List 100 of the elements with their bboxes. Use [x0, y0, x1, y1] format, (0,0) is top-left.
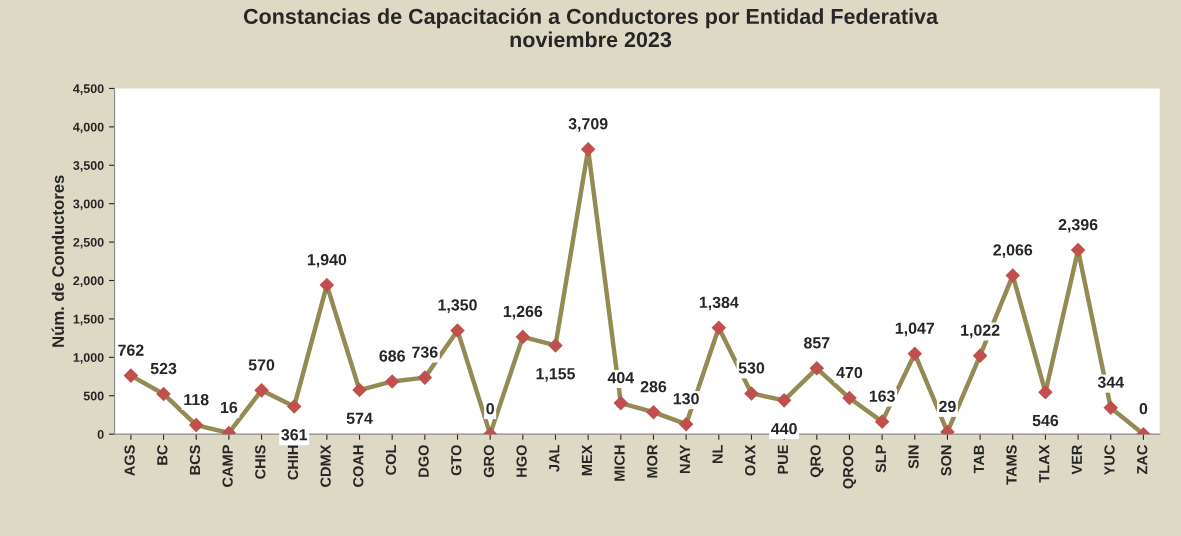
text: 736: [412, 346, 438, 358]
y-tick-label: 1,000: [73, 353, 104, 364]
x-tick-label: JAL: [549, 445, 560, 472]
x-tick-label: CDMX: [320, 444, 331, 487]
x-tick-label: MICH: [614, 445, 625, 481]
x-tick-label: BCS: [189, 445, 201, 475]
point: [548, 338, 563, 353]
text: 1,155: [536, 368, 576, 382]
x-tick-label: TAB: [973, 445, 984, 474]
text: 16: [221, 401, 238, 414]
text: 1,047: [895, 322, 935, 337]
text: 523: [150, 362, 177, 375]
text: 1,022: [961, 324, 1000, 339]
y-tick-label: 0: [97, 429, 104, 439]
x-tick-label: CAMP: [222, 445, 233, 487]
text: 546: [1032, 414, 1059, 427]
point: [874, 414, 890, 429]
x-tick-label: QROO: [843, 445, 857, 489]
point: [319, 277, 335, 293]
x-tick-label: TLAX: [1039, 444, 1050, 483]
point: [417, 370, 433, 385]
x-tick-label: CHIS: [255, 445, 266, 479]
x-tick-label: TAMS: [1006, 445, 1017, 485]
text: 344: [1097, 376, 1124, 388]
text: 530: [738, 362, 765, 374]
x-tick-label: NL: [712, 445, 723, 464]
point: [352, 382, 367, 398]
y-tick-label: 2,000: [73, 276, 104, 287]
x-tick-label: PUE: [777, 445, 789, 474]
point: [842, 390, 857, 406]
point: [1103, 400, 1119, 416]
text: 29: [939, 400, 956, 413]
text: 570: [248, 359, 275, 371]
x-tick-label: CHIH: [287, 445, 299, 480]
x-tick-label: SLP: [875, 445, 887, 473]
y-tick-label: 3,500: [73, 161, 104, 172]
x-tick-label: YUC: [1104, 444, 1115, 476]
x-tick-label: QRO: [810, 445, 824, 478]
text: 286: [640, 381, 667, 393]
x-tick-label: VER: [1071, 444, 1082, 475]
text: 3,709: [568, 118, 608, 132]
text: 404: [607, 371, 635, 384]
x-tick-label: BC: [157, 444, 168, 465]
text: 686: [379, 350, 405, 362]
point: [1038, 384, 1053, 400]
x-tick-label: SON: [941, 445, 952, 476]
x-tick-label: DGO: [418, 445, 429, 477]
y-axis-title: Núm. de Conductores: [51, 175, 65, 347]
point: [678, 416, 694, 432]
text: 440: [771, 423, 797, 435]
x-tick-label: OAX: [745, 444, 756, 476]
point: [188, 417, 204, 433]
text: 1,384: [699, 296, 739, 311]
text: 470: [836, 366, 863, 379]
point: [123, 368, 139, 383]
x-tick-label: AGS: [124, 445, 135, 476]
text: 361: [281, 429, 308, 441]
y-tick-label: 4,500: [73, 84, 104, 95]
text: 2,066: [993, 244, 1033, 258]
text: 0: [486, 403, 494, 415]
x-tick-label: COL: [385, 445, 397, 475]
text: 0: [1139, 403, 1148, 415]
x-tick-label: NAY: [679, 444, 690, 474]
point: [580, 141, 596, 157]
point: [776, 393, 792, 408]
point: [515, 329, 531, 345]
point: [744, 386, 759, 401]
x-tick-label: COAH: [353, 445, 364, 487]
text: 1,350: [438, 299, 477, 313]
text: 2,396: [1058, 218, 1098, 233]
text: 1,266: [503, 305, 543, 320]
point: [613, 395, 629, 411]
x-tick-label: MEX: [581, 444, 592, 476]
point: [254, 383, 269, 398]
point: [156, 386, 171, 402]
point: [286, 399, 302, 414]
text: 857: [803, 337, 830, 349]
point: [384, 374, 400, 389]
point: [711, 320, 727, 336]
x-tick-label: GRO: [483, 445, 495, 478]
text: 130: [673, 393, 699, 405]
x-tick-label: SIN: [908, 445, 919, 469]
point: [972, 348, 988, 363]
point: [1070, 242, 1086, 258]
text: 163: [869, 390, 895, 402]
x-tick-label: GTO: [451, 445, 462, 476]
x-tick-label: ZAC: [1137, 444, 1148, 475]
text: 1,940: [307, 253, 347, 268]
text: 762: [118, 344, 144, 356]
y-tick-label: 4,000: [73, 122, 104, 134]
point: [646, 404, 661, 420]
point: [1005, 268, 1021, 283]
point: [809, 361, 825, 376]
x-tick-label: MOR: [647, 444, 658, 478]
y-tick-label: 2,500: [73, 237, 104, 249]
point: [450, 323, 465, 338]
y-tick-label: 1,500: [73, 314, 104, 326]
point: [907, 346, 923, 362]
y-tick-label: 3,000: [73, 199, 104, 211]
text: 574: [346, 412, 373, 425]
